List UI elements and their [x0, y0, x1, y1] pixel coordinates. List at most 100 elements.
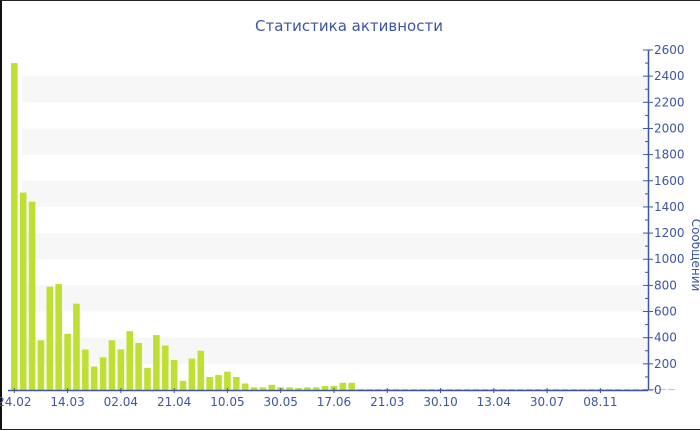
bar [579, 388, 586, 390]
x-tick-label: 14.03 [50, 395, 84, 409]
bar [321, 386, 329, 390]
bar [659, 388, 666, 390]
bar [668, 388, 675, 390]
y-tick-label: 2600 [654, 43, 685, 57]
bar [55, 284, 62, 390]
bar [250, 387, 258, 390]
bar [428, 388, 435, 390]
bar [392, 388, 400, 390]
bar [401, 388, 409, 390]
bar [632, 388, 640, 390]
bar [64, 333, 71, 390]
bar [561, 388, 569, 390]
bar [348, 382, 356, 390]
bar [499, 388, 506, 390]
bar [241, 383, 249, 390]
x-axis: 24.02 14.03 02.04 21.04 10.05 30.05 17.06 21.03… [0, 388, 648, 409]
bar [170, 359, 178, 390]
grid-band [22, 285, 648, 312]
bar [108, 340, 116, 390]
bar [46, 286, 54, 390]
bar [73, 303, 80, 390]
grid-bands [22, 76, 648, 364]
bar [215, 374, 222, 390]
y-tick-label: 2200 [654, 95, 685, 109]
bar [508, 388, 515, 390]
bar [641, 388, 649, 390]
y-tick-label: 0 [654, 383, 662, 397]
y-tick-label: 1200 [654, 226, 685, 240]
bar [410, 388, 418, 390]
bar [605, 388, 613, 390]
bar [179, 380, 187, 390]
bar [161, 345, 169, 390]
bar [197, 350, 205, 390]
bar [11, 63, 18, 390]
x-tick-label: 30.07 [530, 395, 564, 409]
bar [614, 388, 622, 390]
bar [455, 388, 462, 390]
bar [37, 340, 45, 390]
bar [144, 367, 151, 390]
bar [526, 388, 533, 390]
bar [650, 388, 657, 390]
y-tick-label: 1400 [654, 200, 685, 214]
y-tick-label: 1600 [654, 174, 685, 188]
bar [126, 331, 134, 390]
bar [188, 358, 196, 390]
bar [588, 388, 595, 390]
grid-band [22, 337, 648, 364]
bar [552, 388, 560, 390]
y-tick-label: 400 [654, 331, 677, 345]
y-axis: 0 200 400 600 800 1000 1200 1400 1600 1800 2000 220… [643, 43, 685, 397]
bar [534, 388, 542, 390]
y-tick-label: 2000 [654, 121, 685, 135]
y-tick-label: 600 [654, 305, 677, 319]
y-axis-label: Сообщений [689, 219, 700, 292]
bar [419, 388, 427, 390]
x-tick-label: 24.02 [0, 395, 31, 409]
y-tick-label: 1000 [654, 252, 685, 266]
x-tick-label: 17.06 [317, 395, 351, 409]
bar [286, 387, 293, 390]
x-tick-label: 21.03 [370, 395, 404, 409]
bar [517, 388, 524, 390]
bar [259, 387, 267, 390]
grid-band [22, 128, 648, 155]
x-tick-label: 30.05 [264, 395, 298, 409]
x-tick-label: 13.04 [477, 395, 511, 409]
bars [11, 63, 675, 390]
bar [19, 192, 27, 390]
bar [99, 357, 107, 390]
bar [446, 388, 453, 390]
y-tick-label: 200 [654, 357, 677, 371]
bar [224, 371, 231, 390]
chart-title: Статистика активности [255, 17, 443, 35]
bar [375, 388, 382, 390]
x-tick-label: 30.10 [423, 395, 457, 409]
grid-band [22, 76, 648, 103]
bar [481, 388, 489, 390]
x-tick-label: 08.11 [583, 395, 617, 409]
y-tick-label: 2400 [654, 69, 685, 83]
bar [90, 366, 98, 390]
bar [339, 382, 347, 390]
bar [153, 335, 160, 390]
bar [357, 388, 364, 390]
x-tick-label: 10.05 [210, 395, 244, 409]
bar [463, 388, 471, 390]
grid-band [22, 233, 648, 260]
x-tick-label: 21.04 [157, 395, 191, 409]
bar [28, 201, 36, 390]
x-tick-label: 02.04 [104, 395, 138, 409]
grid-band [22, 180, 648, 207]
bar [295, 388, 302, 390]
bar [570, 388, 578, 390]
bar [117, 349, 125, 390]
bar [206, 376, 213, 390]
bar [623, 388, 631, 390]
y-tick-label: 1800 [654, 148, 685, 162]
bar [82, 349, 89, 390]
bar [268, 384, 276, 390]
